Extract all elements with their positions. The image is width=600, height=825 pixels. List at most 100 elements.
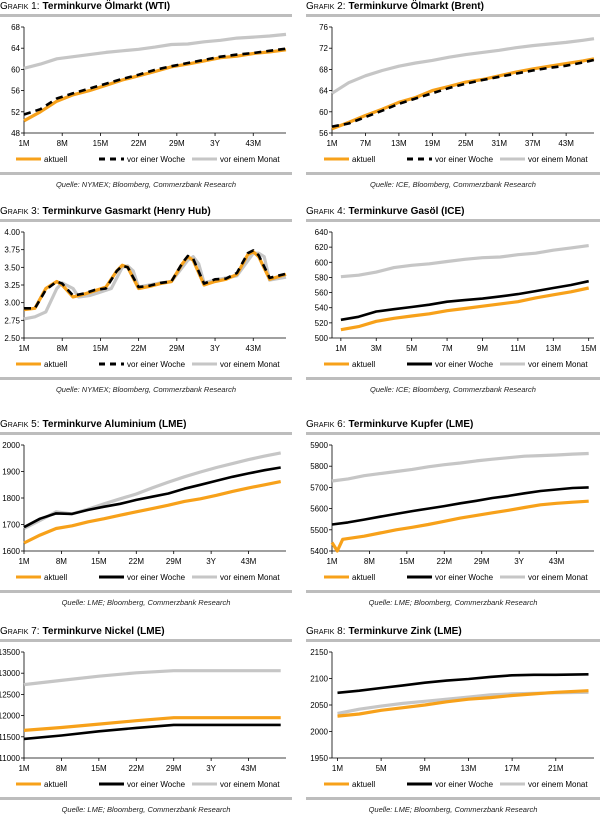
chart-source: Quelle: LME; Bloomberg, Commerzbank Rese… (61, 805, 231, 814)
series-line-woche (337, 673, 589, 695)
x-tick-label: 1M (326, 557, 337, 566)
series-line-aktuell (331, 57, 595, 131)
y-tick-label: 580 (315, 273, 329, 282)
x-tick-label: 13M (461, 764, 477, 773)
y-tick-label: 72 (319, 44, 328, 53)
legend-label-aktuell: aktuell (44, 780, 67, 789)
y-tick-label: 600 (315, 258, 329, 267)
grafik-label: Grafik 1: (0, 1, 40, 12)
series-line-monat (23, 32, 287, 70)
y-tick-label: 3.00 (4, 299, 20, 308)
series-line-woche (24, 249, 287, 310)
x-tick-label: 25M (458, 139, 474, 148)
x-tick-label: 22M (131, 139, 147, 148)
y-tick-label: 48 (11, 129, 20, 138)
chart-title: Grafik 4: Terminkurve Gasöl (ICE) (306, 205, 464, 218)
chart-title-text: Terminkurve Gasmarkt (Henry Hub) (42, 206, 211, 217)
chart-source: Quelle: ICE; Bloomberg, Commerzbank Rese… (370, 385, 536, 394)
y-tick-label: 500 (315, 334, 329, 343)
x-tick-label: 3Y (206, 764, 216, 773)
y-tick-label: 2.50 (4, 334, 20, 343)
chart-title-text: Terminkurve Zink (LME) (348, 626, 462, 637)
x-tick-label: 43M (241, 557, 257, 566)
grafik-label: Grafik 5: (0, 419, 40, 430)
y-tick-label: 1700 (2, 521, 20, 530)
y-tick-label: 3.50 (4, 263, 20, 272)
x-tick-label: 3Y (210, 139, 220, 148)
legend-label-monat: vor einem Monat (220, 155, 280, 164)
x-tick-label: 29M (169, 344, 185, 353)
y-tick-label: 12500 (0, 690, 21, 699)
y-tick-label: 4.00 (4, 228, 20, 237)
y-tick-label: 540 (315, 304, 329, 313)
series-line-woche (331, 58, 595, 128)
series-line-monat (331, 451, 589, 483)
x-tick-label: 7M (360, 139, 371, 148)
x-tick-label: 22M (129, 557, 145, 566)
chart-title-text: Terminkurve Gasöl (ICE) (348, 206, 465, 217)
chart-title: Grafik 2: Terminkurve Ölmarkt (Brent) (306, 0, 484, 13)
chart-title: Grafik 7: Terminkurve Nickel (LME) (0, 625, 165, 638)
y-tick-label: 5800 (310, 462, 328, 471)
chart-panel-8: Grafik 8: Terminkurve Zink (LME) Quelle: … (306, 625, 600, 825)
legend-label-monat: vor einem Monat (528, 155, 588, 164)
legend-label-woche: vor einer Woche (127, 360, 186, 369)
chart-source: Quelle: ICE, Bloomberg, Commerzbank Rese… (370, 180, 536, 189)
y-tick-label: 68 (11, 23, 20, 32)
chart-source: Quelle: LME; Bloomberg, Commerzbank Rese… (61, 598, 231, 607)
title-rule (0, 219, 292, 222)
y-tick-label: 620 (315, 243, 329, 252)
grafik-label: Grafik 8: (306, 626, 346, 637)
x-tick-label: 43M (245, 139, 261, 148)
chart-panel-2: Grafik 2: Terminkurve Ölmarkt (Brent) Que… (306, 0, 600, 200)
chart-title: Grafik 8: Terminkurve Zink (LME) (306, 625, 462, 638)
series-line-monat (340, 244, 589, 279)
x-tick-label: 1M (18, 344, 29, 353)
y-tick-label: 5500 (310, 526, 328, 535)
grafik-label: Grafik 4: (306, 206, 346, 217)
y-tick-label: 2100 (310, 675, 328, 684)
bottom-rule (306, 172, 600, 175)
y-tick-label: 13500 (0, 648, 21, 657)
x-tick-label: 15M (91, 764, 107, 773)
chart-source: Quelle: NYMEX; Bloomberg, Commerzbank Re… (55, 385, 237, 394)
x-tick-label: 9M (419, 764, 430, 773)
legend-label-woche: vor einer Woche (127, 780, 186, 789)
y-tick-label: 520 (315, 319, 329, 328)
legend-label-woche: vor einer Woche (435, 573, 494, 582)
line-chart: 56 60 64 68 72 76 1M 7M 13M 19M 25M 31M 37M 43M aktuel… (319, 23, 595, 164)
y-tick-label: 60 (11, 65, 20, 74)
x-tick-label: 17M (504, 764, 520, 773)
x-tick-label: 37M (525, 139, 541, 148)
chart-source: Quelle: LME; Bloomberg, Commerzbank Rese… (368, 598, 538, 607)
y-tick-label: 60 (319, 108, 328, 117)
y-tick-label: 5400 (310, 547, 328, 556)
x-tick-label: 8M (56, 764, 67, 773)
bottom-rule (0, 797, 292, 800)
y-tick-label: 1950 (310, 754, 328, 763)
x-tick-label: 1M (18, 764, 29, 773)
chart-title: Grafik 5: Terminkurve Aluminium (LME) (0, 418, 186, 431)
title-rule (306, 219, 600, 222)
x-tick-label: 8M (364, 557, 375, 566)
bottom-rule (0, 172, 292, 175)
grafik-label: Grafik 6: (306, 419, 346, 430)
legend-label-woche: vor einer Woche (127, 573, 186, 582)
legend-label-woche: vor einer Woche (435, 780, 494, 789)
y-tick-label: 1800 (2, 494, 20, 503)
legend-label-monat: vor einem Monat (220, 573, 280, 582)
legend-label-monat: vor einem Monat (220, 360, 280, 369)
chart-panel-7: Grafik 7: Terminkurve Nickel (LME) Quelle… (0, 625, 292, 825)
x-tick-label: 9M (477, 344, 488, 353)
y-tick-label: 64 (11, 44, 20, 53)
title-rule (306, 14, 600, 17)
line-chart: 2.50 2.75 3.00 3.25 3.50 3.75 4.00 1M 8M 15M 22M 29… (4, 228, 287, 369)
x-tick-label: 13M (546, 344, 562, 353)
legend-label-monat: vor einem Monat (528, 573, 588, 582)
line-chart: 11000 11500 12000 12500 13000 13500 1M 8M 15M 22M… (0, 648, 286, 789)
chart-title-text: Terminkurve Nickel (LME) (42, 626, 165, 637)
chart-title: Grafik 6: Terminkurve Kupfer (LME) (306, 418, 473, 431)
grafik-label: Grafik 2: (306, 1, 346, 12)
y-tick-label: 5900 (310, 441, 328, 450)
chart-panel-3: Grafik 3: Terminkurve Gasmarkt (Henry Hub… (0, 205, 292, 405)
